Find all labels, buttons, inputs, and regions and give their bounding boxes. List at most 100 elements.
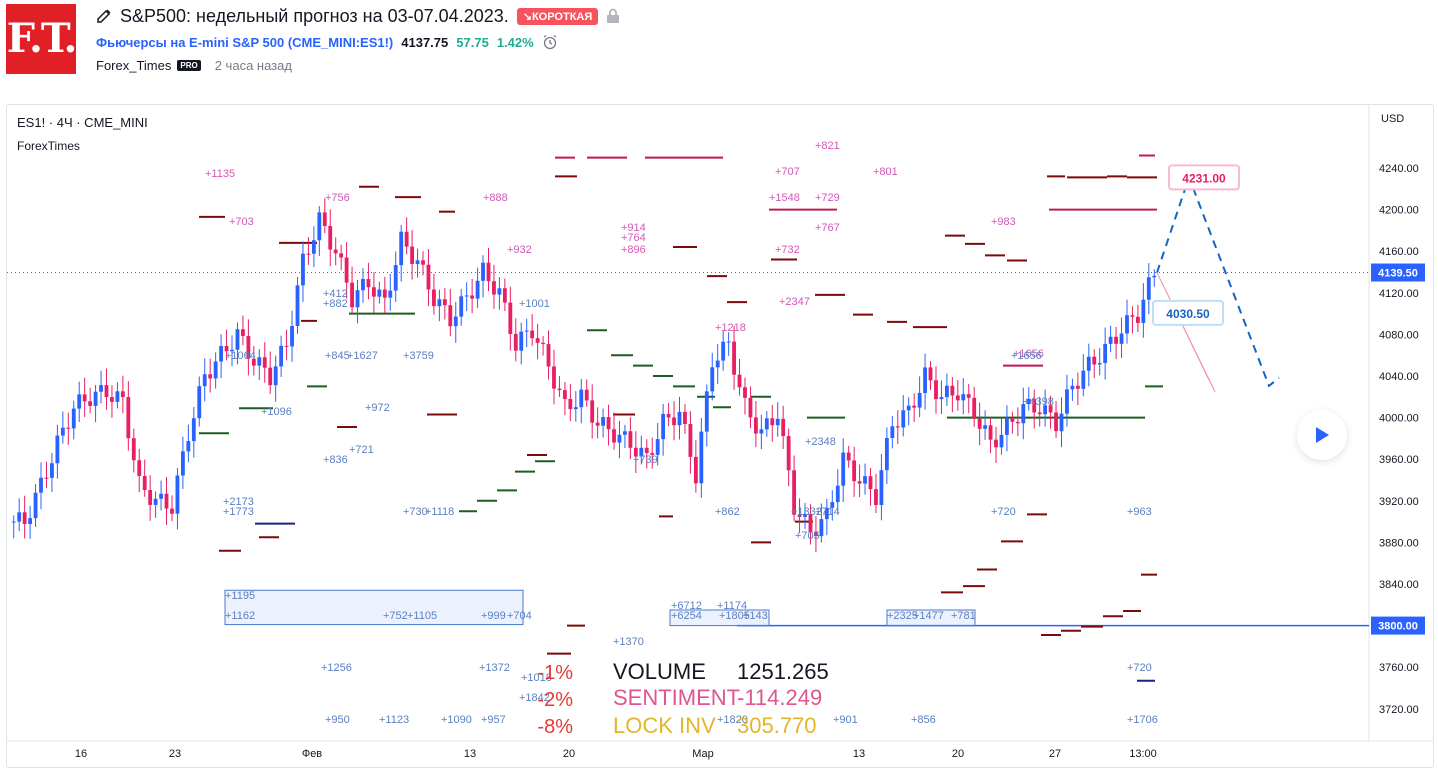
candle-body xyxy=(164,493,169,509)
candle-body xyxy=(120,391,125,398)
candle-body xyxy=(868,476,873,490)
lock-icon xyxy=(607,8,620,23)
candle-body xyxy=(159,493,163,499)
candle-body xyxy=(530,330,535,339)
candle-body xyxy=(361,279,365,291)
annotation-blue: +2325 xyxy=(887,610,918,622)
candle-body xyxy=(486,262,491,282)
candle-body xyxy=(759,429,764,434)
candle-body xyxy=(246,335,251,359)
volume-zone-box[interactable] xyxy=(669,609,770,627)
short-badge: ↘КОРОТКАЯ xyxy=(516,7,599,25)
y-tick-label: 4040.00 xyxy=(1379,371,1419,383)
y-tick-label: 3840.00 xyxy=(1379,579,1419,591)
annotation-blue: +972 xyxy=(365,402,390,414)
candle-body xyxy=(481,262,485,281)
annotation-pink: +707 xyxy=(775,166,800,178)
candle-body xyxy=(317,212,322,241)
candle-body xyxy=(819,519,824,537)
candle-body xyxy=(737,374,742,388)
candle-body xyxy=(284,345,289,347)
candle-body xyxy=(60,427,65,436)
symbol-link[interactable]: Фьючерсы на E-mini S&P 500 (CME_MINI:ES1… xyxy=(96,35,393,50)
target-up-box[interactable] xyxy=(1168,164,1240,191)
candle-body xyxy=(672,417,676,426)
candle-body xyxy=(775,418,780,426)
candle-body xyxy=(11,521,16,523)
annotation-blue: +2348 xyxy=(805,436,836,448)
candle-body xyxy=(824,507,829,520)
annotation-pink: +888 xyxy=(483,192,508,204)
volume-zone-box[interactable] xyxy=(224,589,524,626)
candle-body xyxy=(437,299,442,307)
chart-legend-symbol: ES1! · 4Ч · CME_MINI xyxy=(17,115,148,130)
candle-body xyxy=(623,431,627,435)
symbol-code[interactable]: (CME_MINI:ES1!) xyxy=(287,34,394,50)
annotation-blue: +1096 xyxy=(261,406,292,418)
candle-body xyxy=(928,367,933,381)
annotation-blue: +752 xyxy=(383,610,408,622)
candle-body xyxy=(601,417,606,426)
candle-body xyxy=(688,423,693,457)
price-chart[interactable]: 4231.00 4030.50 +1135 +703 +756 +888 +821 +707… xyxy=(7,105,1433,767)
annotation-pink: +801 xyxy=(873,166,898,178)
annotation-blue: +730 xyxy=(403,506,428,518)
candle-body xyxy=(541,342,545,345)
stats-value: 1251.265 xyxy=(737,659,829,684)
candle-body xyxy=(704,391,709,432)
alarm-clock-icon[interactable] xyxy=(542,34,558,50)
target-down-box[interactable] xyxy=(1152,299,1224,326)
candle-body xyxy=(1032,398,1037,413)
x-tick-label: 20 xyxy=(563,748,575,760)
play-button[interactable] xyxy=(1297,410,1347,460)
level-price-text: 3800.00 xyxy=(1378,621,1418,633)
candle-body xyxy=(666,413,671,418)
annotation-blue: +1477 xyxy=(913,610,944,622)
candle-body xyxy=(257,357,262,366)
annotation-blue: +1174 xyxy=(717,600,747,612)
y-tick-label: 3880.00 xyxy=(1379,537,1419,549)
candle-body xyxy=(814,532,818,537)
candle-body xyxy=(650,453,655,455)
candle-body xyxy=(792,470,797,515)
candle-body xyxy=(208,374,213,379)
annotation-pink: +729 xyxy=(815,192,840,204)
candle-body xyxy=(1103,343,1108,364)
forecast-path[interactable] xyxy=(1156,174,1280,388)
candle-body xyxy=(748,397,753,418)
annotation-blue: +4398 xyxy=(1023,396,1054,408)
x-tick-label: 13 xyxy=(464,748,476,760)
candle-body xyxy=(464,295,469,297)
candle-body xyxy=(895,426,900,428)
candle-body xyxy=(1043,405,1048,415)
candle-body xyxy=(33,492,38,519)
edit-icon[interactable] xyxy=(96,8,112,24)
candle-body xyxy=(115,391,120,402)
annotation-blue: +1123 xyxy=(379,714,409,726)
candle-body xyxy=(311,240,316,254)
annotation-pink: +821 xyxy=(815,140,840,152)
percent-label: -8% xyxy=(537,716,573,738)
candle-body xyxy=(219,346,224,362)
volume-zone-box[interactable] xyxy=(886,609,976,627)
author-name[interactable]: Forex_Times xyxy=(96,58,172,73)
chart-panel[interactable]: 4231.00 4030.50 +1135 +703 +756 +888 +821 +707… xyxy=(6,104,1434,768)
candle-body xyxy=(944,385,949,398)
x-tick-label: Фев xyxy=(302,748,322,760)
candle-body xyxy=(273,366,278,386)
candle-body xyxy=(268,367,273,386)
y-tick-label: 4080.00 xyxy=(1379,329,1419,341)
symbol-name[interactable]: Фьючерсы на E-mini S&P 500 xyxy=(96,34,285,50)
annotation-blue: +845 xyxy=(325,350,350,362)
annotation-pink: +2347 xyxy=(779,296,810,308)
annotation-pink: +1135 xyxy=(205,168,235,180)
candle-body xyxy=(852,460,857,482)
candle-body xyxy=(339,253,344,258)
candle-body xyxy=(988,425,993,440)
candle-body xyxy=(322,212,327,227)
candle-body xyxy=(934,380,938,400)
brand-logo[interactable]: F.T. xyxy=(6,4,77,74)
candle-body xyxy=(612,429,616,443)
candle-body xyxy=(595,422,600,426)
annotation-blue: +1842 xyxy=(519,692,550,704)
